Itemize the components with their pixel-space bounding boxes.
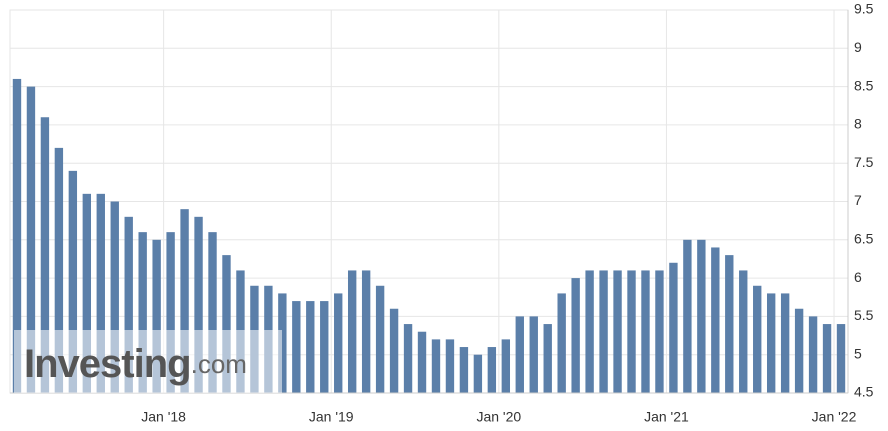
- watermark-suffix: .com: [191, 349, 247, 379]
- bar: [822, 324, 832, 393]
- bar: [766, 293, 776, 393]
- y-tick-label: 4.5: [854, 384, 874, 400]
- bar: [794, 308, 804, 393]
- bar: [780, 293, 790, 393]
- y-tick-label: 9.5: [854, 1, 874, 17]
- y-tick-label: 8.5: [854, 77, 874, 93]
- bar: [585, 270, 594, 393]
- bar: [627, 270, 636, 393]
- y-tick-label: 7: [854, 192, 862, 208]
- bar: [26, 86, 36, 393]
- bar: [40, 117, 50, 394]
- bar: [515, 316, 524, 393]
- bar: [417, 331, 427, 393]
- bar: [208, 232, 217, 393]
- y-tick-label: 6: [854, 269, 862, 285]
- bar: [487, 347, 497, 393]
- bar: [669, 262, 678, 393]
- bar: [431, 339, 441, 393]
- bar: [124, 216, 133, 393]
- bar: [655, 270, 664, 393]
- bar: [501, 339, 511, 393]
- bar: [836, 324, 846, 393]
- bar: [334, 293, 343, 393]
- bar: [152, 239, 161, 393]
- y-tick-label: 7.5: [854, 154, 874, 170]
- bar: [711, 247, 720, 393]
- watermark-backdrop: [14, 330, 282, 393]
- bar: [753, 285, 762, 393]
- x-tick-label: Jan '22: [812, 409, 857, 425]
- bar: [110, 201, 119, 393]
- bar: [138, 232, 147, 393]
- bar: [361, 270, 371, 393]
- x-tick-label: Jan '19: [309, 409, 354, 425]
- bar: [543, 324, 552, 393]
- y-tick-label: 8: [854, 116, 862, 132]
- bar: [445, 339, 455, 393]
- y-tick-label: 6.5: [854, 231, 874, 247]
- bar: [278, 293, 287, 393]
- y-tick-label: 9: [854, 39, 862, 55]
- y-tick-label: 5: [854, 345, 862, 361]
- bar: [683, 239, 692, 393]
- bar: [166, 232, 175, 393]
- bar: [12, 78, 22, 393]
- bar: [459, 347, 469, 393]
- bar: [613, 270, 622, 393]
- bar: [375, 285, 385, 393]
- x-tick-label: Jan '20: [476, 409, 521, 425]
- bar: [180, 209, 189, 393]
- bar: [808, 316, 818, 393]
- x-tick-label: Jan '18: [141, 409, 186, 425]
- watermark-name: Investing: [24, 342, 191, 386]
- bar: [68, 170, 78, 393]
- bar: [697, 239, 706, 393]
- x-tick-label: Jan '21: [644, 409, 689, 425]
- bar: [641, 270, 650, 393]
- bar: [473, 354, 483, 393]
- bar: [557, 293, 566, 393]
- bar: [292, 301, 301, 393]
- bar: [306, 301, 315, 393]
- bar: [82, 193, 92, 393]
- bar: [739, 270, 748, 393]
- bar: [599, 270, 608, 393]
- y-tick-label: 5.5: [854, 307, 874, 323]
- bar: [403, 324, 413, 393]
- bar: [347, 270, 357, 393]
- bar: [194, 216, 203, 393]
- bar: [54, 147, 64, 393]
- bar: [529, 316, 538, 393]
- bar: [96, 193, 105, 393]
- bar: [320, 301, 329, 393]
- bar: [725, 255, 734, 393]
- bar: [389, 308, 399, 393]
- watermark: Investing.com: [24, 342, 247, 386]
- bar: [571, 278, 580, 393]
- bar: [222, 255, 231, 393]
